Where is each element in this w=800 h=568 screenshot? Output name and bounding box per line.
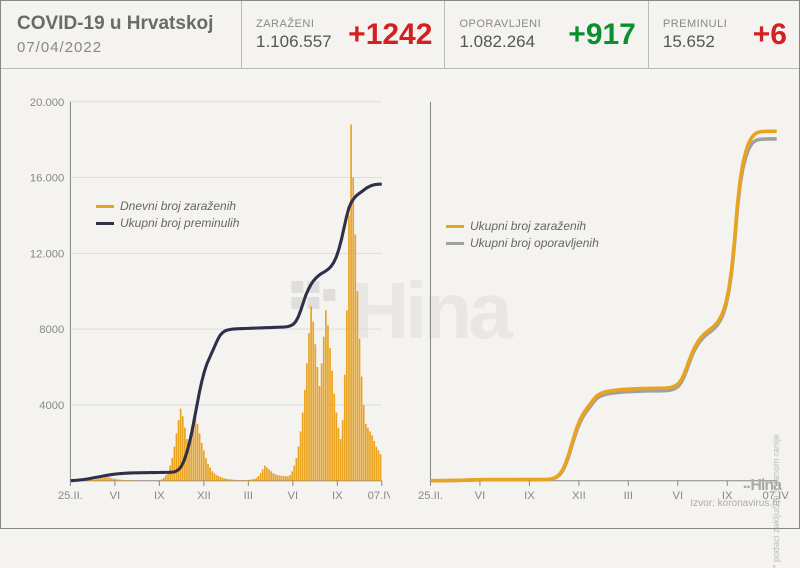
svg-text:07.IV.: 07.IV. [368, 490, 390, 502]
footnote: * podaci zaključno s danom ranije [771, 434, 781, 568]
chart-left-panel: 4000 8000 12.000 16.000 20.000 25.II. VI IX XII I… [1, 69, 400, 554]
svg-text:XII: XII [572, 490, 586, 502]
header: COVID-19 u Hrvatskoj 07/04/2022 ZARAŽENI… [1, 1, 799, 69]
svg-text:VI: VI [475, 490, 486, 502]
stat-label: PREMINULI [663, 18, 727, 30]
container: COVID-19 u Hrvatskoj 07/04/2022 ZARAŽENI… [0, 0, 800, 529]
source-block: ▪▪Hina Izvor: koronavirus.hr [690, 476, 781, 510]
stat-delta: +1242 [348, 18, 432, 52]
svg-text:III: III [244, 490, 253, 502]
stat-delta: +6 [753, 18, 787, 52]
svg-text:VI: VI [672, 490, 683, 502]
legend-swatch [96, 205, 114, 208]
stat-total: 15.652 [663, 32, 715, 52]
svg-text:8000: 8000 [39, 324, 64, 336]
legend-swatch [446, 225, 464, 228]
stat-total: 1.082.264 [459, 32, 535, 52]
svg-text:16.000: 16.000 [30, 173, 64, 185]
svg-text:IX: IX [154, 490, 165, 502]
source-logo: ▪▪Hina [690, 476, 781, 497]
svg-text:IX: IX [524, 490, 535, 502]
legend-label: Ukupni broj preminulih [120, 216, 239, 230]
page-title: COVID-19 u Hrvatskoj [17, 13, 225, 35]
svg-text:25.II.: 25.II. [58, 490, 83, 502]
svg-text:20.000: 20.000 [30, 97, 64, 109]
stat-recovered: OPORAVLJENI 1.082.264 +917 [444, 1, 647, 68]
legend-right: Ukupni broj zaraženih Ukupni broj oporavl… [446, 219, 599, 253]
source-text: Izvor: koronavirus.hr [690, 497, 781, 510]
legend-label: Ukupni broj zaraženih [470, 219, 586, 233]
legend-item: Ukupni broj oporavljenih [446, 236, 599, 250]
charts-area: Hina 4000800012.00016.00020.00025.II.VII… [1, 69, 799, 554]
svg-text:25.II.: 25.II. [418, 490, 443, 502]
legend-item: Ukupni broj preminulih [96, 216, 239, 230]
legend-swatch [96, 222, 114, 225]
legend-item: Dnevni broj zaraženih [96, 199, 239, 213]
stat-label: OPORAVLJENI [459, 18, 541, 30]
legend-item: Ukupni broj zaraženih [446, 219, 599, 233]
chart-left: 4000 8000 12.000 16.000 20.000 25.II. VI IX XII I… [11, 89, 390, 514]
stat-total: 1.106.557 [256, 32, 332, 52]
stat-deaths: PREMINULI 15.652 +6 [648, 1, 799, 68]
legend-swatch [446, 242, 464, 245]
legend-left: Dnevni broj zaraženih Ukupni broj preminu… [96, 199, 239, 233]
svg-text:4000: 4000 [39, 400, 64, 412]
stat-label: ZARAŽENI [256, 18, 314, 30]
page-date: 07/04/2022 [17, 39, 225, 56]
svg-text:III: III [624, 490, 633, 502]
stat-infected: ZARAŽENI 1.106.557 +1242 [241, 1, 444, 68]
chart-right: 25.II.VIIXXIIIIIVIIX07.IV. [410, 89, 789, 514]
legend-label: Ukupni broj oporavljenih [470, 236, 599, 250]
svg-text:VI: VI [288, 490, 299, 502]
svg-text:IX: IX [332, 490, 343, 502]
svg-text:VI: VI [110, 490, 121, 502]
svg-text:XII: XII [197, 490, 211, 502]
header-title-block: COVID-19 u Hrvatskoj 07/04/2022 [1, 1, 241, 68]
stat-delta: +917 [568, 18, 636, 52]
svg-text:12.000: 12.000 [30, 248, 64, 260]
legend-label: Dnevni broj zaraženih [120, 199, 236, 213]
